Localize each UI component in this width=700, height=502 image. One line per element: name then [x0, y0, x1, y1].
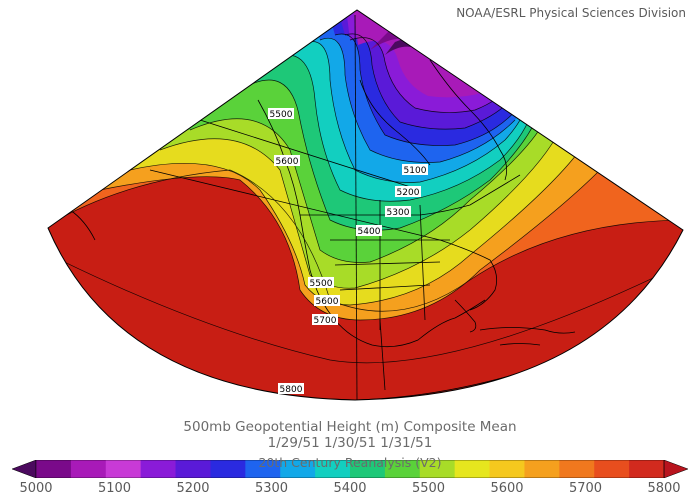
colorbar-swatch [105, 460, 142, 478]
colorbar-swatch [315, 460, 351, 478]
contour-label: 5600 [276, 157, 299, 167]
colorbar-swatch [175, 460, 211, 478]
colorbar-swatch [629, 460, 665, 478]
contour-label: 5600 [316, 297, 339, 307]
plot-subtitle: 20th Century Reanalysis (V2) [258, 455, 442, 470]
contour-label: 5800 [280, 385, 303, 395]
contour-label: 5700 [314, 316, 337, 326]
colorbar-swatch [384, 460, 421, 478]
colorbar-swatch [350, 460, 386, 478]
colorbar-tick-label: 5600 [490, 481, 524, 496]
colorbar-swatch [594, 460, 630, 478]
colorbar-swatch [210, 460, 246, 478]
colorbar-swatch [36, 460, 72, 478]
colorbar-swatch [524, 460, 560, 478]
colorbar [12, 460, 688, 478]
colorbar-swatch [70, 460, 107, 478]
colorbar-swatch [280, 460, 316, 478]
height-field [48, 10, 683, 400]
contour-label: 5400 [358, 227, 381, 237]
contour-label: 5300 [387, 208, 410, 218]
colorbar-tick-label: 5700 [568, 481, 603, 496]
contour-label: 5500 [310, 279, 333, 289]
colorbar-tick-label: 5300 [254, 481, 289, 496]
colorbar-tick-label: 5500 [411, 481, 446, 496]
colorbar-tick-label: 5400 [333, 481, 367, 496]
colorbar-swatch [559, 460, 595, 478]
colorbar-swatch [140, 460, 177, 478]
colorbar-tick-label: 5200 [176, 481, 210, 496]
contour-label: 5100 [404, 166, 427, 176]
contour-labels: 5500 5600 5100 5200 5300 5400 5500 5600 … [268, 108, 428, 395]
plot-title: 500mb Geopotential Height (m) Composite … [183, 419, 517, 435]
colorbar-swatch [419, 460, 456, 478]
colorbar-tick-label: 5100 [97, 481, 132, 496]
plot-dates: 1/29/51 1/30/51 1/31/51 [267, 435, 433, 451]
colorbar-border [35, 460, 665, 478]
colorbar-swatch [245, 460, 281, 478]
colorbar-tick-label: 5000 [19, 481, 53, 496]
colorbar-swatch [454, 460, 491, 478]
colorbar-labels: 5000 5100 5200 5300 5400 5500 5600 5700 5800 [0, 481, 700, 499]
contour-label: 5200 [397, 188, 420, 198]
colorbar-swatch [489, 460, 525, 478]
credit-text: NOAA/ESRL Physical Sciences Division [456, 6, 686, 20]
contour-label: 5500 [270, 110, 293, 120]
colorbar-tick-label: 5800 [647, 481, 681, 496]
